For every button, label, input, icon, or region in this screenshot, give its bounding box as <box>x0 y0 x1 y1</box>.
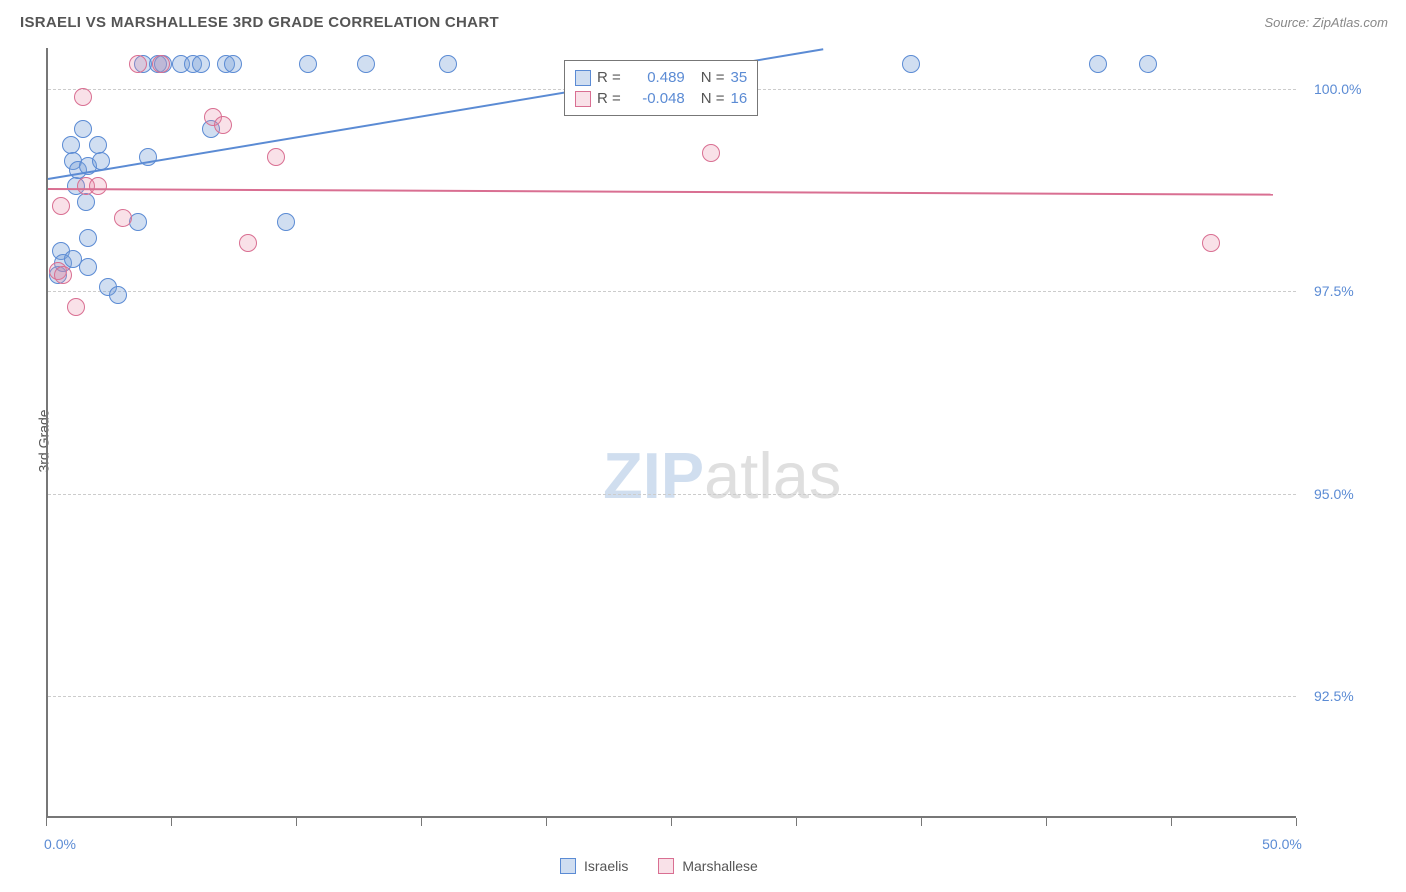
watermark-atlas: atlas <box>704 439 841 512</box>
legend-swatch <box>575 91 591 107</box>
scatter-point <box>54 266 72 284</box>
legend-n-value: 35 <box>731 69 748 86</box>
scatter-point <box>62 136 80 154</box>
scatter-point <box>109 286 127 304</box>
scatter-point <box>152 55 170 73</box>
x-tick <box>1171 818 1172 826</box>
legend-series-name: Marshallese <box>682 858 757 874</box>
y-tick-label: 97.5% <box>1314 283 1354 299</box>
x-tick-label: 50.0% <box>1262 836 1302 852</box>
x-tick <box>1296 818 1297 826</box>
scatter-point <box>89 136 107 154</box>
x-tick <box>546 818 547 826</box>
scatter-point <box>1089 55 1107 73</box>
x-tick <box>796 818 797 826</box>
scatter-point <box>214 116 232 134</box>
scatter-point <box>239 234 257 252</box>
scatter-point <box>67 298 85 316</box>
legend-n-value: 16 <box>731 90 748 107</box>
scatter-point <box>129 55 147 73</box>
x-tick <box>421 818 422 826</box>
legend-r-label: R = <box>597 69 621 86</box>
scatter-point <box>74 120 92 138</box>
trend-line <box>48 188 1273 196</box>
scatter-point <box>267 148 285 166</box>
y-tick-label: 95.0% <box>1314 486 1354 502</box>
scatter-point <box>702 144 720 162</box>
x-tick <box>671 818 672 826</box>
scatter-point <box>277 213 295 231</box>
y-tick-label: 100.0% <box>1314 81 1361 97</box>
gridline <box>48 291 1296 292</box>
x-tick-label: 0.0% <box>44 836 76 852</box>
legend-swatch <box>560 858 576 874</box>
legend-stat-row: R = -0.048 N = 16 <box>575 88 747 109</box>
x-tick <box>921 818 922 826</box>
legend-r-value: -0.048 <box>627 90 685 107</box>
scatter-point <box>1202 234 1220 252</box>
source-label: Source: <box>1264 15 1312 30</box>
scatter-point <box>1139 55 1157 73</box>
legend-r-value: 0.489 <box>627 69 685 86</box>
series-legend: Israelis Marshallese <box>560 858 758 874</box>
source-attribution: Source: ZipAtlas.com <box>1264 15 1388 30</box>
legend-series-name: Israelis <box>584 858 628 874</box>
scatter-point <box>224 55 242 73</box>
source-name: ZipAtlas.com <box>1313 15 1388 30</box>
plot-area: ZIPatlas <box>46 48 1296 818</box>
legend-r-label: R = <box>597 90 621 107</box>
scatter-point <box>89 177 107 195</box>
x-tick <box>1046 818 1047 826</box>
scatter-point <box>439 55 457 73</box>
legend-swatch <box>575 70 591 86</box>
scatter-point <box>192 55 210 73</box>
x-tick <box>46 818 47 826</box>
scatter-point <box>357 55 375 73</box>
scatter-point <box>79 229 97 247</box>
chart-title: ISRAELI VS MARSHALLESE 3RD GRADE CORRELA… <box>20 14 499 31</box>
y-tick-label: 92.5% <box>1314 688 1354 704</box>
gridline <box>48 494 1296 495</box>
scatter-point <box>902 55 920 73</box>
scatter-point <box>114 209 132 227</box>
legend-n-label: N = <box>701 90 725 107</box>
x-tick <box>296 818 297 826</box>
legend-item: Israelis <box>560 858 628 874</box>
scatter-point <box>299 55 317 73</box>
scatter-point <box>52 197 70 215</box>
x-tick <box>171 818 172 826</box>
watermark-zip: ZIP <box>603 439 704 512</box>
scatter-point <box>77 193 95 211</box>
watermark: ZIPatlas <box>603 438 841 513</box>
legend-stat-row: R = 0.489 N = 35 <box>575 67 747 88</box>
legend-n-label: N = <box>701 69 725 86</box>
legend-swatch <box>658 858 674 874</box>
scatter-point <box>74 88 92 106</box>
gridline <box>48 696 1296 697</box>
correlation-legend: R = 0.489 N = 35 R = -0.048 N = 16 <box>564 60 758 116</box>
legend-item: Marshallese <box>658 858 757 874</box>
scatter-point <box>79 258 97 276</box>
